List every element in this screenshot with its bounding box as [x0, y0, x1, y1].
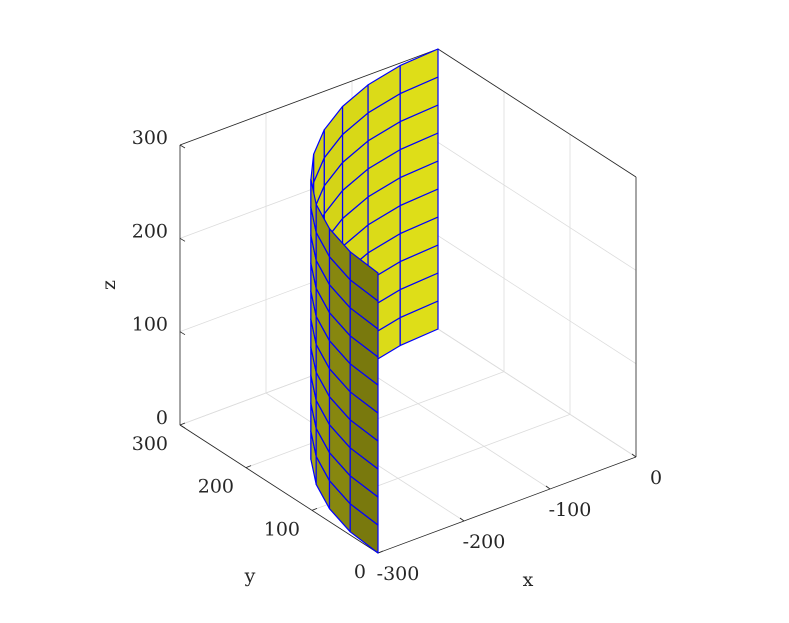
- axis-line: [179, 48, 439, 146]
- tick-mark: [179, 422, 186, 426]
- x-tick-label: -300: [377, 563, 420, 585]
- tick-mark: [179, 237, 186, 242]
- y-tick-label: 0: [354, 561, 366, 583]
- tick-mark: [459, 517, 465, 522]
- y-tick-label: 200: [198, 476, 234, 498]
- x-tick-label: 0: [650, 467, 662, 489]
- axis-line: [437, 48, 637, 178]
- labels: x y z -300 -200 -100 0 0 100 200 300 0 100 200 300: [98, 127, 662, 591]
- grid-line: [437, 235, 637, 365]
- axis-line: [179, 424, 379, 554]
- z-axis-label: z: [98, 280, 120, 290]
- tick-mark: [179, 144, 186, 149]
- y-tick-label: 300: [132, 433, 168, 455]
- z-tick-label: 100: [132, 314, 168, 336]
- z-tick-label: 300: [132, 127, 168, 149]
- tick-mark: [631, 453, 637, 458]
- y-tick-label: 100: [264, 518, 300, 540]
- grid-line: [351, 360, 551, 490]
- tick-mark: [179, 331, 186, 336]
- tick-mark: [245, 465, 252, 469]
- tick-mark: [377, 550, 384, 554]
- surface: [310, 48, 439, 554]
- surface-face: [349, 251, 379, 302]
- z-tick-label: 0: [156, 407, 168, 429]
- tick-mark: [545, 485, 551, 490]
- y-axis-label: y: [244, 565, 256, 587]
- x-tick-label: -200: [463, 531, 506, 553]
- grid-line: [437, 328, 637, 458]
- tick-mark: [311, 507, 318, 511]
- axes-box: [179, 48, 637, 554]
- x-axis-label: x: [523, 569, 534, 591]
- grid-line: [437, 141, 637, 271]
- tick-mark: [179, 424, 186, 429]
- z-tick-label: 200: [132, 220, 168, 242]
- x-tick-label: -100: [549, 499, 592, 521]
- axis-line: [377, 456, 637, 554]
